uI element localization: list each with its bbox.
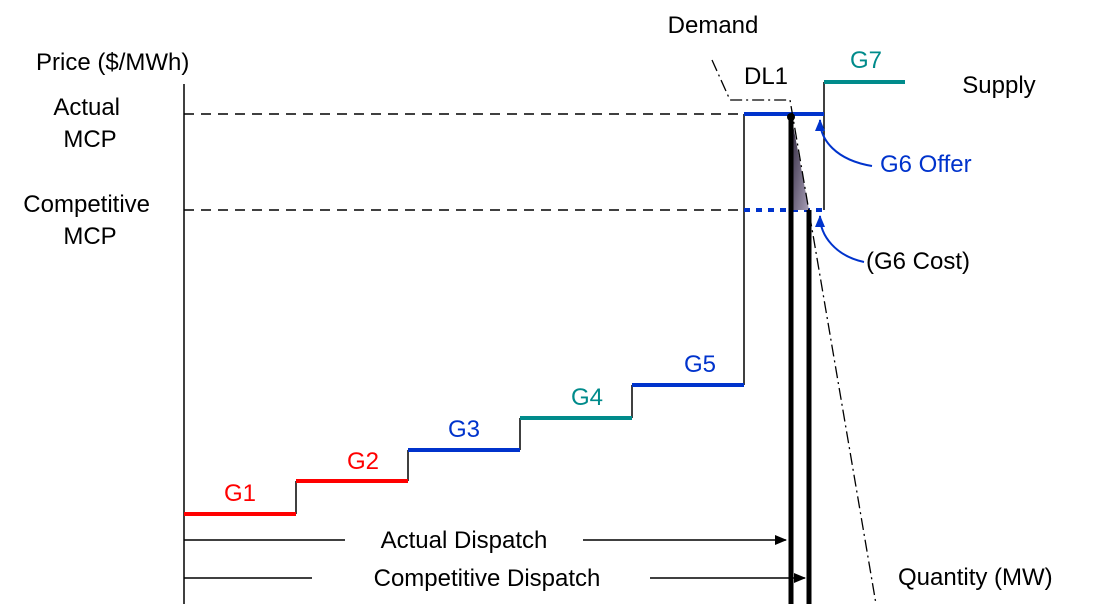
actual-dispatch-point	[787, 113, 795, 121]
shaded-markup-area	[791, 114, 809, 210]
g1-label: G1	[224, 480, 256, 507]
g6-offer-label: G6 Offer	[880, 151, 972, 178]
quantity-axis-label: Quantity (MW)	[898, 564, 1053, 591]
dl1-label: DL1	[744, 63, 788, 90]
supply-step-risers	[295, 82, 825, 514]
price-axis-label: Price ($/MWh)	[36, 49, 189, 76]
actual-mcp-line1: Actual	[53, 94, 120, 121]
g2-label: G2	[347, 448, 379, 475]
actual-dispatch-label: Actual Dispatch	[381, 527, 548, 554]
g7-label: G7	[850, 47, 882, 74]
supply-label: Supply	[962, 72, 1035, 99]
g6-cost-label: (G6 Cost)	[866, 248, 970, 275]
competitive-mcp-line2: MCP	[63, 223, 116, 250]
actual-mcp-line2: MCP	[63, 126, 116, 153]
competitive-dispatch-label: Competitive Dispatch	[374, 565, 601, 592]
competitive-mcp-label: Competitive MCP	[23, 191, 156, 250]
g6-cost-arrow	[815, 215, 865, 263]
actual-mcp-label: Actual MCP	[53, 94, 126, 153]
demand-label: Demand	[668, 12, 759, 39]
g3-label: G3	[448, 416, 480, 443]
demand-curve	[711, 59, 877, 605]
competitive-mcp-line1: Competitive	[23, 191, 150, 218]
g5-label: G5	[684, 351, 716, 378]
g4-label: G4	[571, 384, 603, 411]
g6-offer-arrow	[815, 119, 873, 167]
